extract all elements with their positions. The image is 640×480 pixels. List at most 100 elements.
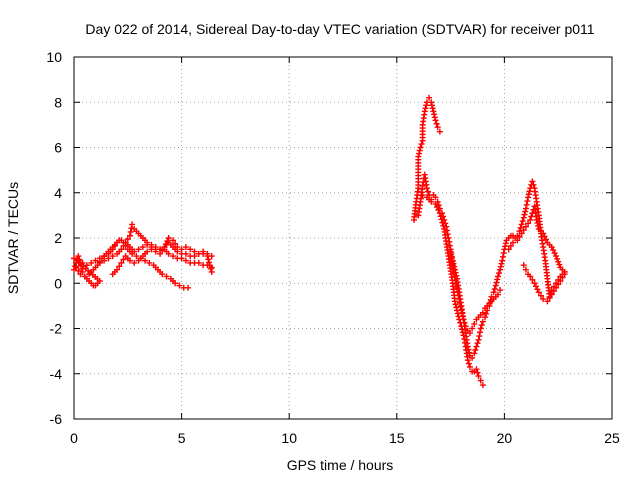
- data-point: [126, 232, 133, 239]
- data-point: [416, 150, 423, 157]
- data-point: [120, 242, 127, 249]
- data-point: [522, 205, 529, 212]
- data-point: [432, 201, 439, 208]
- data-point: [429, 105, 436, 112]
- data-point: [204, 253, 211, 260]
- data-point: [466, 363, 473, 370]
- data-point: [450, 265, 457, 272]
- data-point: [543, 236, 550, 243]
- data-point: [502, 240, 509, 247]
- data-point: [159, 247, 166, 254]
- data-point: [462, 323, 469, 330]
- data-point: [152, 248, 159, 255]
- data-point: [497, 266, 504, 273]
- data-point: [473, 366, 480, 373]
- data-point: [116, 237, 123, 244]
- data-point: [83, 262, 90, 269]
- x-tick-label: 0: [70, 430, 78, 446]
- data-point: [544, 298, 551, 305]
- data-point: [163, 273, 170, 280]
- data-point: [437, 213, 444, 220]
- data-point: [71, 255, 77, 262]
- data-point: [164, 238, 171, 245]
- data-point: [479, 318, 486, 325]
- data-point: [494, 276, 501, 283]
- data-point: [477, 325, 484, 332]
- data-point: [159, 271, 166, 278]
- data-point: [477, 329, 484, 336]
- y-tick-label: -6: [50, 411, 63, 427]
- x-tick-label: 10: [281, 430, 297, 446]
- y-tick-label: 6: [54, 140, 62, 156]
- data-point: [500, 250, 507, 257]
- data-point: [128, 225, 135, 232]
- data-point: [494, 273, 501, 280]
- data-point: [146, 259, 153, 266]
- data-point: [92, 257, 99, 264]
- data-point: [553, 253, 560, 260]
- data-point: [434, 124, 441, 131]
- data-point: [206, 259, 213, 266]
- data-point: [518, 230, 525, 237]
- data-point: [525, 191, 532, 198]
- data-point: [559, 274, 566, 281]
- data-point: [208, 268, 215, 275]
- data-point: [479, 309, 486, 316]
- data-point: [547, 290, 554, 297]
- data-point: [88, 259, 95, 266]
- data-point: [139, 244, 146, 251]
- data-point: [182, 257, 189, 264]
- data-point: [557, 277, 564, 284]
- grid: [74, 57, 612, 419]
- data-point: [548, 291, 555, 298]
- data-point: [178, 246, 185, 253]
- data-point: [476, 333, 483, 340]
- data-point: [172, 280, 179, 287]
- y-tick-label: 0: [54, 275, 62, 291]
- data-point: [483, 310, 490, 317]
- data-point: [555, 281, 562, 288]
- data-point: [493, 279, 500, 286]
- data-point: [519, 218, 526, 225]
- data-point: [550, 288, 557, 295]
- data-point: [459, 313, 466, 320]
- data-point: [81, 273, 88, 280]
- data-point: [524, 198, 531, 205]
- data-point: [473, 343, 480, 350]
- data-point: [454, 284, 461, 291]
- data-point: [472, 346, 479, 353]
- data-point: [471, 320, 478, 327]
- data-point: [533, 216, 540, 223]
- data-point: [426, 94, 433, 101]
- data-point: [556, 261, 563, 268]
- data-point: [525, 220, 532, 227]
- data-point: [455, 292, 462, 299]
- data-point: [469, 354, 476, 361]
- data-point: [109, 253, 116, 260]
- data-point: [428, 102, 435, 109]
- data-point: [172, 240, 179, 247]
- data-point: [77, 271, 84, 278]
- data-point: [548, 244, 555, 251]
- data-point: [435, 207, 442, 214]
- y-tick-label: 4: [54, 185, 62, 201]
- data-point: [452, 301, 459, 308]
- data-point: [425, 188, 432, 195]
- data-point: [553, 284, 560, 291]
- data-point: [449, 262, 456, 269]
- data-point: [540, 296, 547, 303]
- data-point: [494, 291, 501, 298]
- data-point: [118, 259, 125, 266]
- data-point: [497, 287, 504, 294]
- data-point: [129, 221, 136, 228]
- data-point: [428, 99, 435, 106]
- data-series-group: [71, 94, 568, 389]
- data-point: [423, 102, 430, 109]
- data-point: [453, 304, 460, 311]
- data-point: [182, 250, 189, 257]
- data-point: [415, 153, 422, 160]
- data-point: [75, 267, 82, 274]
- data-point: [516, 233, 523, 240]
